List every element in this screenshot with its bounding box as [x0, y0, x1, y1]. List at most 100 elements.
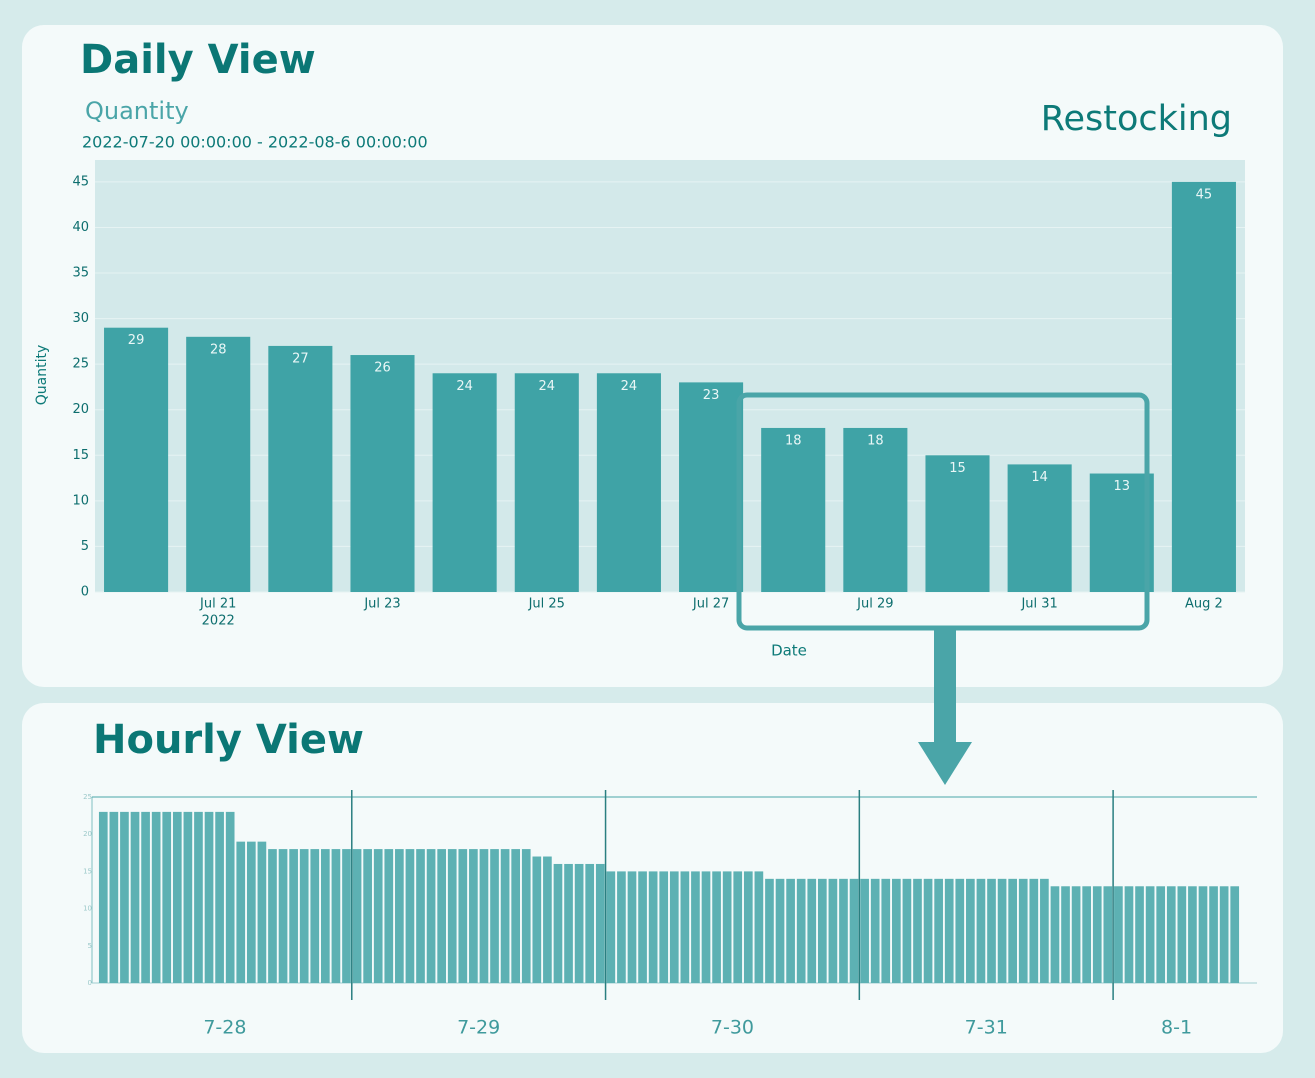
bar — [553, 863, 563, 983]
bar — [596, 373, 661, 592]
bar — [342, 849, 351, 983]
bar — [373, 849, 383, 983]
bar — [839, 878, 848, 983]
bar — [458, 849, 468, 983]
bar — [987, 878, 996, 983]
y-tick-label: 15 — [83, 867, 92, 875]
bar — [246, 841, 256, 983]
bar — [733, 871, 743, 983]
x-tick-label: Jul 31 — [1020, 597, 1057, 612]
bar — [1177, 886, 1187, 983]
bar — [617, 871, 626, 983]
bar — [1018, 878, 1028, 983]
arrow-head — [918, 742, 972, 785]
bar — [204, 811, 214, 983]
bar — [1171, 181, 1236, 592]
hourly-title: Hourly View — [93, 717, 364, 763]
bar — [363, 849, 372, 983]
bar — [310, 849, 320, 983]
x-tick-label: Jul 29 — [856, 597, 893, 612]
bar — [500, 849, 510, 983]
bar — [691, 871, 700, 983]
x-tick-label: Jul 25 — [528, 597, 565, 612]
y-tick-label: 45 — [72, 174, 89, 189]
bar — [490, 849, 499, 983]
bar — [860, 878, 869, 983]
bar — [796, 878, 806, 983]
x-tick-label: Aug 2 — [1185, 597, 1223, 612]
bar — [944, 878, 954, 983]
bar — [743, 871, 753, 983]
bar — [680, 871, 690, 983]
annotation: Restocking — [1041, 99, 1232, 139]
group-label: 8-1 — [1161, 1017, 1192, 1039]
y-tick-label: 10 — [72, 493, 89, 508]
x-tick-year: 2022 — [202, 614, 235, 629]
daily-title: Daily View — [80, 37, 316, 83]
bar — [236, 841, 246, 983]
value-label: 14 — [1031, 470, 1048, 485]
bar — [606, 871, 616, 983]
bar — [765, 878, 774, 983]
bar — [997, 878, 1007, 983]
bar — [1007, 464, 1072, 592]
bar — [350, 355, 415, 592]
bar — [892, 878, 901, 983]
value-label: 27 — [292, 351, 309, 366]
bar — [278, 849, 288, 983]
value-label: 18 — [785, 433, 802, 448]
bar — [1114, 886, 1123, 983]
bar — [299, 849, 309, 983]
bar — [966, 878, 975, 983]
bar — [162, 811, 172, 983]
bar — [925, 455, 990, 592]
highlight-box — [736, 392, 1150, 631]
value-label: 15 — [949, 461, 966, 476]
bar — [976, 878, 986, 983]
value-label: 24 — [539, 379, 556, 394]
value-label: 26 — [374, 361, 391, 376]
plot-area — [95, 160, 1245, 592]
bar — [1124, 886, 1134, 983]
y-tick-label: 0 — [88, 979, 92, 987]
x-tick-label: Jul 23 — [363, 597, 400, 612]
bar — [595, 863, 605, 983]
bar — [384, 849, 394, 983]
bar — [1198, 886, 1208, 983]
group-label: 7-29 — [457, 1017, 500, 1039]
bar — [543, 856, 552, 983]
bar — [881, 878, 891, 983]
y-tick-label: 35 — [72, 266, 89, 281]
bar — [754, 871, 764, 983]
value-label: 18 — [867, 433, 884, 448]
bar — [1089, 473, 1154, 592]
bar — [1209, 886, 1218, 983]
value-label: 29 — [128, 333, 145, 348]
bar — [574, 863, 584, 983]
bar — [268, 849, 277, 983]
bar — [432, 373, 497, 592]
bar — [712, 871, 721, 983]
bar — [638, 871, 647, 983]
bar — [289, 849, 298, 983]
bar — [669, 871, 679, 983]
bar — [955, 878, 965, 983]
group-label: 7-31 — [965, 1017, 1008, 1039]
bar — [648, 871, 658, 983]
bar — [1061, 886, 1070, 983]
bar — [1156, 886, 1166, 983]
bar — [679, 382, 744, 592]
y-tick-label: 0 — [81, 585, 89, 600]
bar — [1040, 878, 1049, 983]
y-tick-label: 25 — [83, 793, 92, 801]
bar — [532, 856, 542, 983]
bar — [437, 849, 446, 983]
bar — [479, 849, 489, 983]
bar — [843, 427, 908, 592]
value-label: 45 — [1196, 187, 1213, 202]
bar — [627, 871, 637, 983]
bar — [1166, 886, 1176, 983]
bar — [257, 841, 267, 983]
bar — [564, 863, 573, 983]
